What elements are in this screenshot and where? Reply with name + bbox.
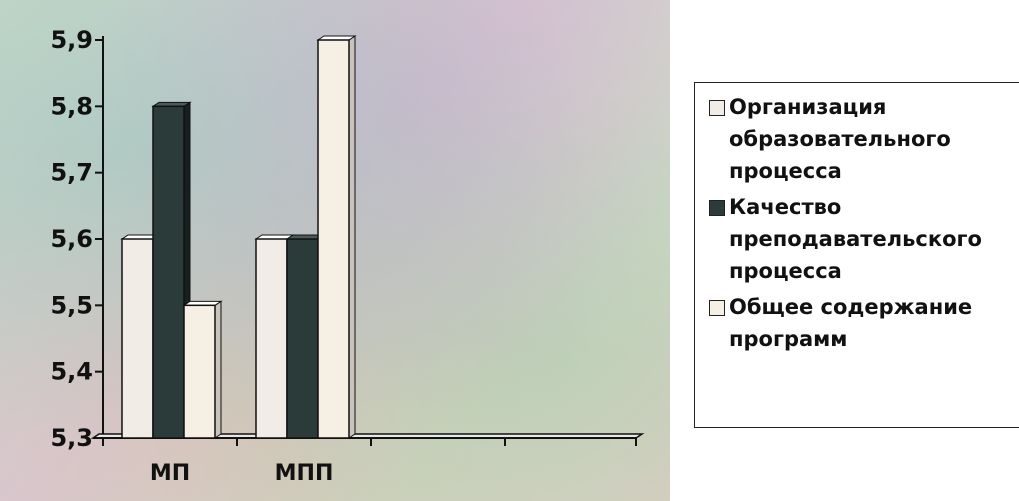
bar-side (348, 35, 356, 439)
legend-item: Общее содержание программ (709, 291, 1019, 355)
legend-label: Общее содержание программ (729, 295, 973, 351)
legend-label: Организация образовательного процесса (729, 95, 951, 183)
y-tick-label: 5,9 (50, 26, 93, 54)
bar (317, 39, 350, 439)
bar (255, 238, 288, 439)
x-category-label: МП (150, 461, 190, 486)
chart-legend: Организация образовательного процесса Кач… (694, 82, 1019, 428)
y-tick-label: 5,7 (50, 159, 93, 187)
legend-item: Организация образовательного процесса (709, 91, 1019, 187)
bar (152, 105, 185, 439)
y-tick-label: 5,4 (50, 358, 93, 386)
bar-chart: 5,3 5,4 5,5 5,6 5,7 5,8 5,9 МП МПП (50, 26, 645, 486)
legend-swatch (709, 300, 725, 316)
y-tick-label: 5,3 (50, 424, 93, 452)
bar (121, 238, 154, 439)
legend-item: Качество преподавательского процесса (709, 191, 1019, 287)
x-category-label: МПП (275, 461, 334, 486)
bar (183, 304, 216, 439)
y-tick-label: 5,8 (50, 92, 93, 120)
bar (286, 238, 319, 439)
bar-side (214, 300, 222, 439)
legend-label: Качество преподавательского процесса (729, 195, 982, 283)
legend-swatch (709, 100, 725, 116)
legend-swatch (709, 200, 725, 216)
y-tick-label: 5,6 (50, 225, 93, 253)
y-tick-label: 5,5 (50, 291, 93, 319)
